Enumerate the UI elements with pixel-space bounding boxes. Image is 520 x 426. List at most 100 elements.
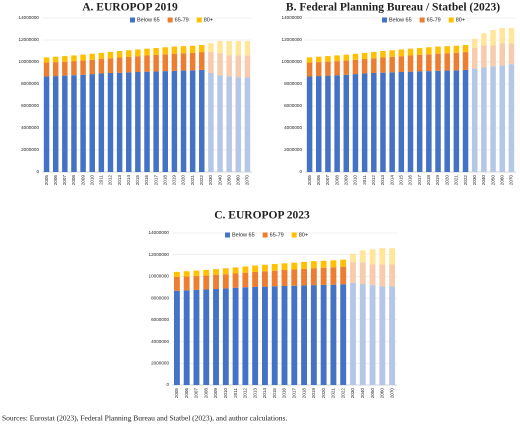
x-tick-label: 2016 <box>144 175 149 186</box>
bar-segment <box>199 69 205 172</box>
bar-segment <box>350 262 356 283</box>
bar-segment <box>180 46 187 54</box>
x-tick-label: 2030 <box>350 388 355 399</box>
bar-segment <box>398 49 405 57</box>
x-tick-label: 2014 <box>389 175 394 186</box>
bar-segment <box>116 57 123 73</box>
bar-segment <box>107 58 114 73</box>
bar-segment <box>252 271 259 287</box>
x-tick-label: 2020 <box>181 175 186 186</box>
bar-segment <box>389 286 396 385</box>
legend-label: Below 65 <box>232 232 255 238</box>
bar-segment <box>471 68 478 172</box>
x-tick-label: 2017 <box>292 388 297 399</box>
bar-segment <box>380 51 386 58</box>
x-tick-label: 2022 <box>199 175 204 186</box>
bar-segment <box>235 55 242 78</box>
bar-segment <box>232 273 239 288</box>
bar-segment <box>361 59 368 74</box>
bar-segment <box>144 55 150 72</box>
y-tick-label: 12000000 <box>19 37 40 42</box>
legend-label: 80+ <box>456 17 465 23</box>
y-tick-label: 8000000 <box>21 81 39 86</box>
bar-segment <box>89 53 95 60</box>
bar-segment <box>213 275 219 290</box>
bar-segment <box>189 70 196 172</box>
x-tick-label: 2006 <box>316 175 321 186</box>
bar-segment <box>271 286 278 385</box>
x-tick-label: 2021 <box>190 175 195 186</box>
x-tick-label: 2005 <box>44 175 49 186</box>
bar-segment <box>343 60 350 75</box>
bar-segment <box>352 53 359 60</box>
y-tick-label: 14000000 <box>282 15 303 20</box>
bar-segment <box>435 70 441 172</box>
bar-segment <box>52 62 59 77</box>
bar-segment <box>352 59 359 75</box>
bar-segment <box>271 264 278 271</box>
bar-segment <box>444 70 450 172</box>
bar-segment <box>244 55 251 78</box>
bar-segment <box>62 56 68 62</box>
x-tick-label: 2010 <box>223 388 228 399</box>
x-tick-label: 2050 <box>370 388 375 399</box>
bar-segment <box>199 52 205 70</box>
bar-segment <box>180 70 187 172</box>
bar-segment <box>398 72 405 172</box>
bar-segment <box>153 48 159 55</box>
bar-segment <box>340 259 347 267</box>
bar-segment <box>389 264 396 287</box>
bar-segment <box>232 287 239 385</box>
x-tick-label: 2060 <box>380 388 385 399</box>
bar-segment <box>407 48 414 56</box>
bar-segment <box>281 263 288 271</box>
bar-segment <box>107 73 114 172</box>
bar-segment <box>80 60 86 75</box>
x-tick-label: 2050 <box>226 175 231 186</box>
x-tick-label: 2019 <box>311 388 316 399</box>
y-tick-label: 8000000 <box>151 295 169 300</box>
bar-segment <box>407 55 414 72</box>
bar-segment <box>235 41 242 56</box>
bar-segment <box>306 62 313 77</box>
bar-segment <box>316 62 322 77</box>
bar-segment <box>213 289 219 385</box>
x-tick-label: 2012 <box>371 175 376 186</box>
bar-segment <box>116 51 123 58</box>
legend-label: 65-79 <box>175 17 189 23</box>
bar-segment <box>301 285 307 385</box>
bar-segment <box>62 75 68 172</box>
bar-segment <box>350 282 356 385</box>
x-tick-label: 2013 <box>117 175 122 186</box>
bar-segment <box>71 55 77 62</box>
bar-segment <box>481 45 487 68</box>
bar-segment <box>235 77 242 172</box>
bar-segment <box>208 43 214 53</box>
y-tick-label: 10000000 <box>282 59 303 64</box>
y-tick-label: 14000000 <box>149 230 170 235</box>
bar-segment <box>62 61 68 76</box>
bar-segment <box>369 264 376 286</box>
bar-segment <box>334 75 340 172</box>
bar-segment <box>98 73 105 172</box>
bar-segment <box>416 54 423 72</box>
bar-segment <box>453 70 460 172</box>
x-tick-label: 2017 <box>153 175 158 186</box>
bar-segment <box>508 27 515 44</box>
x-tick-label: 2009 <box>344 175 349 186</box>
x-tick-label: 2022 <box>340 388 345 399</box>
bar-segment <box>262 264 268 272</box>
bar-segment <box>262 286 268 385</box>
bar-segment <box>203 275 210 290</box>
bar-segment <box>126 56 132 73</box>
bar-segment <box>107 51 114 59</box>
bar-segment <box>291 269 298 286</box>
x-tick-label: 2012 <box>108 175 113 186</box>
x-tick-label: 2016 <box>408 175 413 186</box>
bar-segment <box>334 61 340 76</box>
legend-label: 65-79 <box>427 17 441 23</box>
x-tick-label: 2010 <box>89 175 94 186</box>
chart-title: B. Federal Planning Bureau / Statbel (20… <box>286 2 500 14</box>
bar-segment <box>316 56 322 63</box>
bar-segment <box>217 41 223 54</box>
